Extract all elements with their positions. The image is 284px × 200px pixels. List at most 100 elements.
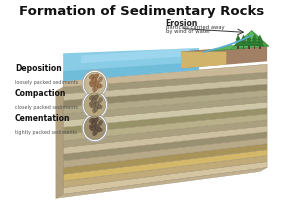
Polygon shape	[63, 150, 267, 181]
Ellipse shape	[91, 100, 94, 105]
Ellipse shape	[99, 121, 102, 125]
Ellipse shape	[91, 99, 96, 103]
Ellipse shape	[91, 126, 95, 131]
Ellipse shape	[89, 125, 93, 130]
Ellipse shape	[93, 96, 98, 100]
Polygon shape	[63, 84, 267, 107]
Polygon shape	[245, 41, 253, 46]
Polygon shape	[248, 44, 250, 49]
Text: loosely packed sediments: loosely packed sediments	[15, 80, 78, 85]
Ellipse shape	[91, 75, 97, 78]
Ellipse shape	[93, 87, 96, 92]
Ellipse shape	[89, 75, 94, 79]
Polygon shape	[63, 120, 267, 147]
Circle shape	[84, 93, 106, 117]
Polygon shape	[235, 38, 241, 43]
Ellipse shape	[97, 84, 102, 88]
Polygon shape	[63, 90, 267, 114]
Circle shape	[84, 72, 106, 96]
Ellipse shape	[93, 98, 97, 103]
Ellipse shape	[91, 78, 96, 82]
Polygon shape	[259, 44, 261, 49]
Ellipse shape	[93, 78, 96, 83]
Ellipse shape	[91, 122, 94, 128]
Polygon shape	[63, 162, 267, 194]
Polygon shape	[254, 44, 255, 49]
Ellipse shape	[97, 127, 101, 132]
Ellipse shape	[89, 102, 93, 107]
Polygon shape	[56, 168, 267, 198]
Polygon shape	[181, 44, 267, 68]
Circle shape	[84, 116, 106, 140]
Polygon shape	[208, 45, 229, 51]
Ellipse shape	[91, 118, 97, 122]
Polygon shape	[63, 156, 267, 188]
Text: tightly packed sediments: tightly packed sediments	[15, 130, 77, 135]
Ellipse shape	[94, 95, 99, 99]
Ellipse shape	[97, 105, 102, 109]
Ellipse shape	[93, 75, 98, 79]
Polygon shape	[63, 126, 267, 154]
Polygon shape	[63, 78, 267, 100]
Ellipse shape	[97, 104, 101, 109]
Polygon shape	[258, 35, 262, 40]
Ellipse shape	[91, 79, 94, 84]
Ellipse shape	[97, 83, 101, 88]
Polygon shape	[256, 41, 264, 46]
Text: Erosion: Erosion	[166, 19, 198, 28]
Text: by wind or water: by wind or water	[166, 29, 210, 34]
Polygon shape	[63, 96, 267, 121]
Polygon shape	[243, 44, 245, 49]
Ellipse shape	[95, 81, 99, 86]
Polygon shape	[257, 38, 263, 43]
Polygon shape	[250, 41, 258, 46]
Polygon shape	[63, 48, 199, 81]
Ellipse shape	[91, 82, 95, 87]
Polygon shape	[63, 62, 199, 81]
Polygon shape	[229, 45, 249, 49]
Polygon shape	[231, 30, 269, 49]
Polygon shape	[81, 48, 190, 63]
Polygon shape	[247, 35, 251, 40]
Ellipse shape	[89, 95, 94, 100]
Polygon shape	[252, 35, 257, 40]
Polygon shape	[56, 87, 63, 198]
Ellipse shape	[94, 118, 99, 122]
Text: Deposition: Deposition	[15, 64, 62, 73]
Ellipse shape	[91, 96, 97, 99]
Polygon shape	[234, 41, 242, 46]
Polygon shape	[63, 72, 267, 94]
Text: Cementation: Cementation	[15, 114, 71, 123]
Ellipse shape	[93, 121, 96, 127]
Ellipse shape	[91, 122, 96, 126]
Polygon shape	[63, 64, 267, 87]
Polygon shape	[63, 102, 267, 127]
Polygon shape	[231, 30, 252, 49]
Polygon shape	[208, 45, 249, 51]
Ellipse shape	[99, 77, 102, 82]
Ellipse shape	[95, 102, 99, 107]
Polygon shape	[63, 144, 267, 174]
Ellipse shape	[93, 98, 96, 104]
Ellipse shape	[89, 118, 94, 123]
Ellipse shape	[93, 119, 98, 122]
Text: particles carried away: particles carried away	[166, 25, 224, 30]
Circle shape	[82, 114, 108, 142]
Polygon shape	[240, 38, 247, 43]
Circle shape	[82, 91, 108, 119]
Polygon shape	[63, 114, 267, 141]
Polygon shape	[246, 38, 252, 43]
Ellipse shape	[95, 106, 98, 112]
Polygon shape	[251, 38, 258, 43]
Polygon shape	[252, 30, 269, 47]
Polygon shape	[241, 35, 246, 40]
Polygon shape	[236, 35, 240, 40]
Ellipse shape	[93, 130, 96, 136]
Ellipse shape	[93, 108, 96, 113]
Ellipse shape	[93, 103, 98, 107]
Ellipse shape	[93, 126, 98, 130]
Polygon shape	[63, 138, 267, 168]
Ellipse shape	[95, 125, 99, 130]
Ellipse shape	[93, 82, 98, 86]
Ellipse shape	[89, 82, 93, 87]
